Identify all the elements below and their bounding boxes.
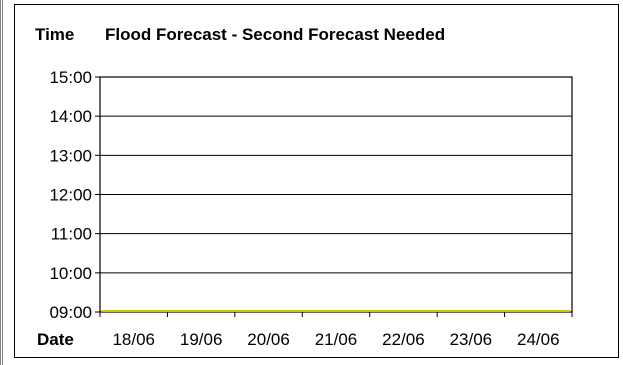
y-tick-label: 15:00: [49, 68, 92, 87]
x-tick-label: 20/06: [247, 330, 290, 349]
x-tick-label: 21/06: [315, 330, 358, 349]
series-point: [200, 310, 203, 312]
y-tick-label: 13:00: [49, 146, 92, 165]
x-tick-label: 24/06: [517, 330, 560, 349]
plot-area: 09:00 10:00 11:00 12:00 13:00 14:00 15:00 18/06…: [49, 68, 573, 349]
y-tick-label: 10:00: [49, 264, 92, 283]
x-tick-label: 22/06: [382, 330, 425, 349]
y-tick-label: 12:00: [49, 186, 92, 205]
y-tick-label: 14:00: [49, 107, 92, 126]
series-point: [402, 310, 405, 312]
series-point: [537, 310, 540, 312]
y-tick-label: 09:00: [49, 303, 92, 322]
series-point: [335, 310, 337, 312]
x-tick-label: 23/06: [450, 330, 493, 349]
series-point: [469, 310, 472, 312]
x-tick-label: 18/06: [112, 330, 155, 349]
y-axis-label: Time: [35, 25, 74, 44]
chart-title: Flood Forecast - Second Forecast Needed: [105, 25, 445, 44]
x-axis-label: Date: [37, 330, 74, 349]
series-point: [132, 310, 135, 312]
chart-frame: [14, 4, 619, 358]
left-border-rule: [0, 0, 3, 365]
y-tick-label: 11:00: [51, 225, 92, 244]
x-tick-label: 19/06: [180, 330, 223, 349]
series-point: [267, 310, 270, 312]
